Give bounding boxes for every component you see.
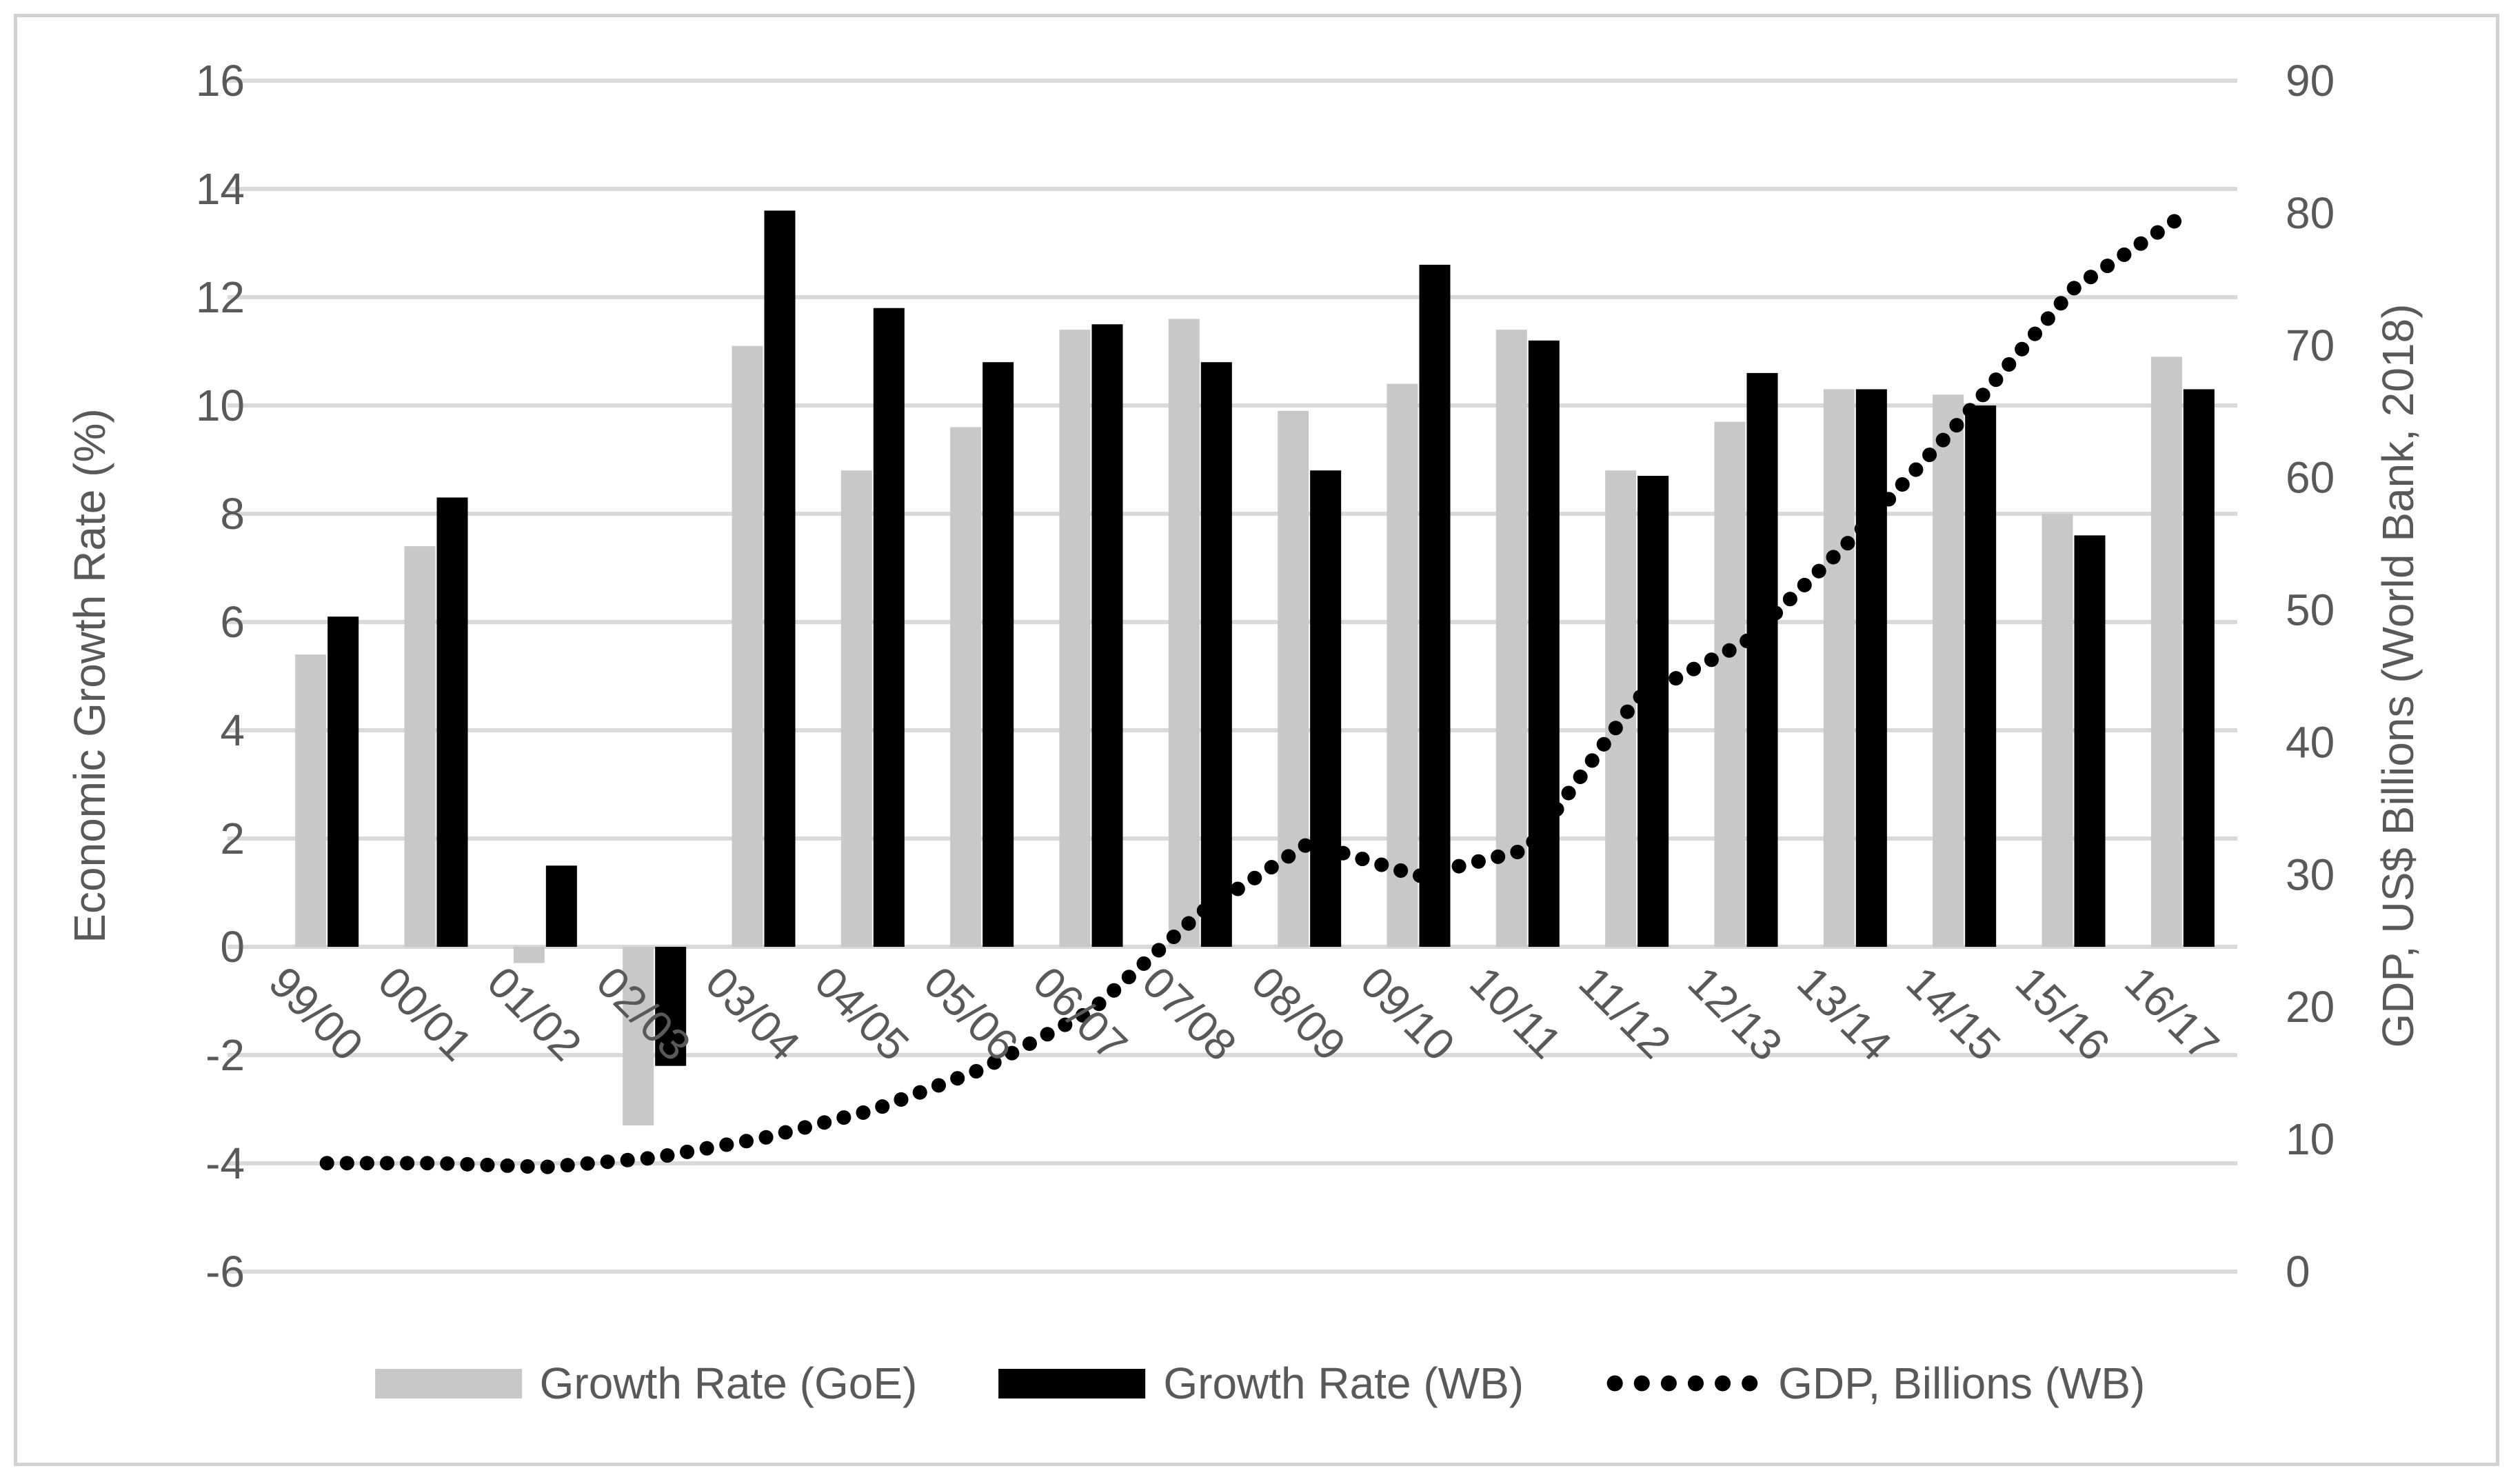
- right-axis-tick-label: 20: [2286, 982, 2335, 1032]
- right-axis-tick-label: 30: [2286, 850, 2335, 899]
- bar-growth-wb-16/17: [2183, 389, 2215, 947]
- right-axis-tick-label: 10: [2286, 1114, 2335, 1164]
- bar-growth-wb-99/00: [327, 616, 359, 947]
- goe-bar-swatch-icon: [374, 1368, 522, 1398]
- left-axis-tick-label: -6: [205, 1247, 245, 1296]
- bar-growth-wb-04/05: [873, 308, 905, 947]
- bar-growth-goe-04/05: [840, 470, 872, 947]
- left-axis-tick-label: 0: [220, 922, 245, 972]
- legend-label: Growth Rate (GoE): [539, 1358, 918, 1408]
- bar-growth-goe-13/14: [1823, 389, 1855, 947]
- left-axis-tick-label: 6: [220, 597, 245, 647]
- bar-growth-goe-00/01: [404, 546, 436, 947]
- bar-growth-wb-03/04: [764, 210, 796, 947]
- legend-item-wb: Growth Rate (WB): [998, 1358, 1524, 1409]
- bar-growth-goe-16/17: [2150, 357, 2182, 947]
- bar-growth-goe-06/07: [1059, 330, 1091, 947]
- bar-growth-wb-01/02: [545, 865, 577, 947]
- bar-growth-wb-00/01: [436, 497, 468, 947]
- bar-growth-wb-05/06: [982, 362, 1014, 947]
- bar-growth-wb-08/09: [1310, 470, 1342, 947]
- bar-growth-goe-09/10: [1387, 383, 1418, 947]
- right-axis-tick-label: 90: [2286, 56, 2335, 106]
- legend-item-gdp: GDP, Billions (WB): [1605, 1358, 2145, 1409]
- right-axis-tick-label: 70: [2286, 321, 2335, 370]
- bar-growth-wb-12/13: [1746, 372, 1778, 947]
- x-axis-tick-label: 10/11: [1460, 957, 1571, 1068]
- x-axis-tick-label: 11/12: [1569, 957, 1680, 1068]
- bar-growth-goe-12/13: [1714, 421, 1746, 947]
- bar-growth-goe-05/06: [950, 427, 982, 947]
- bar-growth-goe-14/15: [1933, 394, 1964, 947]
- legend-label: GDP, Billions (WB): [1778, 1358, 2146, 1408]
- bar-growth-wb-07/08: [1200, 362, 1232, 947]
- right-axis-tick-label: 50: [2286, 585, 2335, 635]
- bar-growth-wb-10/11: [1528, 340, 1560, 947]
- left-axis-tick-label: 8: [220, 489, 245, 539]
- bar-growth-wb-14/15: [1965, 405, 1997, 947]
- legend-label: Growth Rate (WB): [1163, 1358, 1524, 1408]
- bar-growth-goe-03/04: [732, 345, 763, 947]
- bar-growth-wb-02/03: [655, 947, 687, 1066]
- left-axis-tick-label: 2: [220, 814, 245, 863]
- bar-growth-goe-08/09: [1278, 410, 1309, 947]
- bar-growth-wb-13/14: [1855, 389, 1887, 947]
- bar-growth-goe-01/02: [513, 947, 545, 963]
- left-axis-tick-label: 10: [196, 381, 245, 430]
- wb-bar-swatch-icon: [998, 1368, 1146, 1398]
- bar-growth-wb-11/12: [1637, 476, 1669, 947]
- bar-growth-wb-06/07: [1091, 324, 1123, 947]
- left-axis-tick-label: 14: [196, 164, 245, 214]
- bar-growth-wb-15/16: [2074, 535, 2106, 947]
- bar-growth-goe-10/11: [1495, 330, 1527, 947]
- left-axis-tick-label: 12: [196, 272, 245, 322]
- left-axis-tick-label: -2: [205, 1030, 245, 1080]
- left-axis-tick-label: -4: [205, 1139, 245, 1188]
- bar-growth-goe-99/00: [295, 654, 327, 947]
- legend-item-goe: Growth Rate (GoE): [374, 1358, 918, 1409]
- chart-border: [14, 14, 2499, 1466]
- right-axis-tick-label: 80: [2286, 188, 2335, 238]
- right-axis-tick-label: 0: [2286, 1247, 2310, 1296]
- right-axis-tick-label: 60: [2286, 453, 2335, 503]
- bar-growth-wb-09/10: [1419, 264, 1451, 947]
- bar-growth-goe-07/08: [1168, 319, 1200, 947]
- left-axis-tick-label: 4: [220, 705, 245, 755]
- gdp-dotted-line: [319, 208, 2190, 1174]
- legend: Growth Rate (GoE) Growth Rate (WB) GDP, …: [374, 1358, 2145, 1409]
- left-axis-title: Economic Growth Rate (%): [65, 408, 114, 943]
- bar-growth-goe-02/03: [623, 947, 654, 1126]
- bar-growth-goe-15/16: [2042, 514, 2073, 947]
- right-axis-title: GDP, US$ Billions (World Bank, 2018): [2373, 303, 2423, 1048]
- dotted-line-sample-icon: [1606, 1375, 1760, 1392]
- right-axis-tick-label: 40: [2286, 717, 2335, 767]
- left-axis-tick-label: 16: [196, 56, 245, 106]
